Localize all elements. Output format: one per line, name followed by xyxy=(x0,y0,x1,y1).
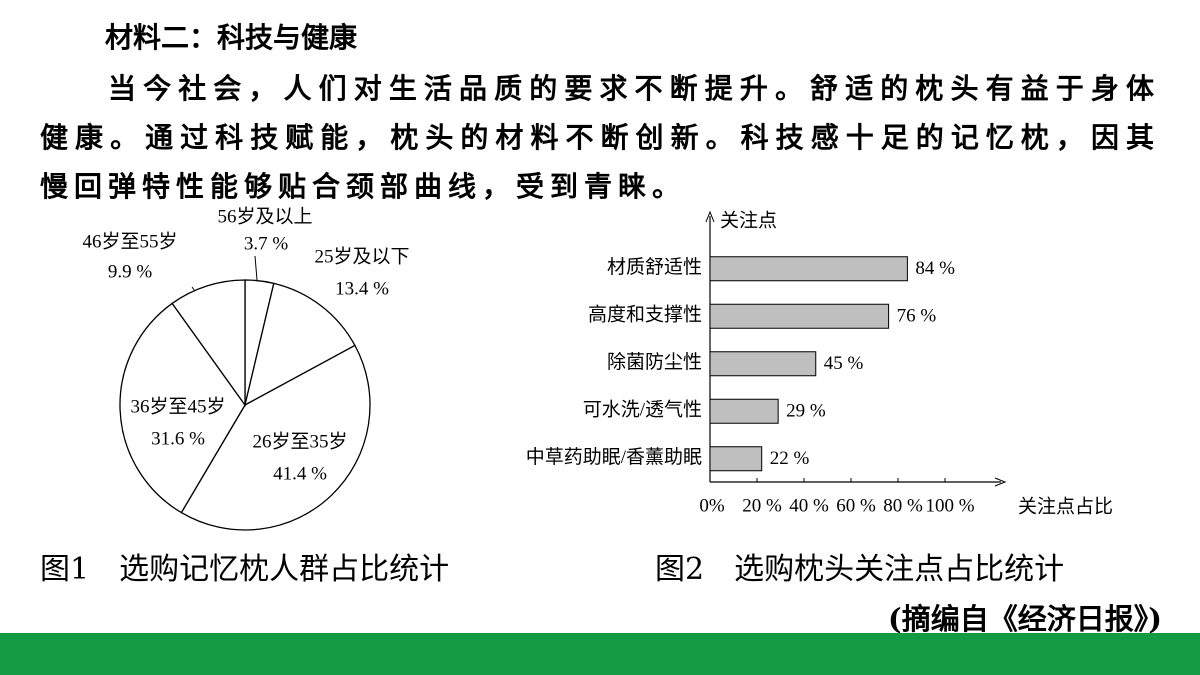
x-axis-title: 关注点占比 xyxy=(1018,495,1113,517)
slice-value-label: 13.4 % xyxy=(335,278,389,299)
x-tick-label: 100 % xyxy=(925,495,974,516)
bar-value-label: 29 % xyxy=(786,401,826,422)
bar xyxy=(709,256,908,282)
pie-slice xyxy=(180,344,371,531)
bar xyxy=(709,351,817,377)
pie-slice xyxy=(119,302,246,514)
bar-category-label: 中草药助眠/香薰助眠 xyxy=(526,446,702,468)
slice-label: 36岁至45岁 xyxy=(130,395,225,417)
slice-value-label: 41.4 % xyxy=(273,463,327,484)
x-tick-label: 60 % xyxy=(836,495,876,516)
charts: 56岁及以上 3.7 % 25岁及以下 13.4 % 26岁至35岁 41.4 % 36岁至… xyxy=(82,205,1113,531)
figure-caption: 图1 选购记忆枕人群占比统计 xyxy=(40,552,450,587)
bar-value-label: 45 % xyxy=(824,353,864,374)
x-tick-label: 20 % xyxy=(742,495,782,516)
bar-category-label: 材质舒适性 xyxy=(607,256,702,278)
bar xyxy=(709,303,890,329)
bar xyxy=(709,398,779,424)
slice-value-label: 9.9 % xyxy=(108,261,153,282)
slice-label: 25岁及以下 xyxy=(314,245,409,267)
bar-category-label: 除菌防尘性 xyxy=(607,351,702,373)
footer-band xyxy=(0,633,1200,675)
heading: 材料二：科技与健康 xyxy=(105,21,358,54)
slice-label: 26岁至35岁 xyxy=(252,430,347,452)
figure-caption: 图2 选购枕头关注点占比统计 xyxy=(655,552,1065,587)
bar-category-label: 可水洗/透气性 xyxy=(583,399,702,421)
pie-slice xyxy=(171,279,246,408)
x-tick-label: 80 % xyxy=(883,495,923,516)
x-tick-label: 40 % xyxy=(789,495,829,516)
y-axis-arrow xyxy=(705,210,715,223)
bar-value-label: 84 % xyxy=(915,258,955,279)
bar-value-label: 76 % xyxy=(897,306,937,327)
paragraph: 当今社会，人们对生活品质的要求不断提升。舒适的枕头有益于身体健康。通过科技赋能，… xyxy=(40,72,1160,203)
bar xyxy=(709,446,763,472)
source: (摘编自《经济日报》) xyxy=(888,602,1162,636)
bar-category-label: 高度和支撑性 xyxy=(588,304,702,326)
y-axis-title: 关注点 xyxy=(720,209,777,231)
slice-value-label: 31.6 % xyxy=(151,428,205,449)
slice-value-label: 3.7 % xyxy=(244,233,289,254)
bar-value-label: 22 % xyxy=(770,448,810,469)
x-axis-arrow xyxy=(994,477,1007,487)
pie-slice xyxy=(244,282,356,407)
slice-label: 46岁至55岁 xyxy=(82,230,177,252)
slice-label: 56岁及以上 xyxy=(217,205,312,227)
leader-line xyxy=(254,255,258,281)
x-tick-label: 0% xyxy=(699,495,725,516)
